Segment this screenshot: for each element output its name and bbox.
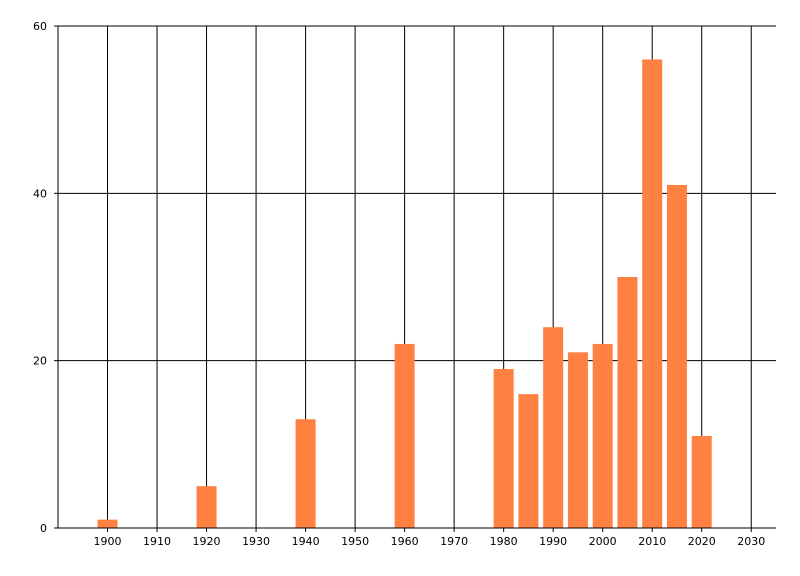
bar-1980 [493, 369, 514, 528]
x-tick-label: 2000 [589, 535, 617, 548]
bar-2000 [592, 343, 613, 528]
x-tick-label: 1920 [193, 535, 221, 548]
x-tick-label: 1940 [292, 535, 320, 548]
y-tick-label: 40 [33, 187, 47, 200]
y-axis-tick-labels: 0 20 40 60 [33, 20, 47, 535]
bar-2005 [617, 277, 638, 528]
bar-series [97, 59, 712, 528]
bar-2010 [642, 59, 663, 528]
x-tick-label: 2030 [737, 535, 765, 548]
bar-1990 [543, 327, 564, 528]
x-tick-label: 2010 [638, 535, 666, 548]
x-tick-label: 1950 [341, 535, 369, 548]
x-tick-label: 2020 [688, 535, 716, 548]
y-tick-label: 60 [33, 20, 47, 33]
x-tick-label: 1900 [94, 535, 122, 548]
x-tick-label: 1910 [143, 535, 171, 548]
x-tick-label: 1970 [440, 535, 468, 548]
bar-2015 [666, 184, 687, 528]
bar-1920 [196, 486, 217, 528]
y-tick-label: 0 [40, 522, 47, 535]
axes [54, 25, 776, 532]
x-tick-label: 1980 [490, 535, 518, 548]
bar-1940 [295, 419, 316, 528]
bar-1960 [394, 343, 415, 528]
x-tick-label: 1930 [242, 535, 270, 548]
bar-1985 [518, 394, 539, 528]
bar-1995 [567, 352, 588, 528]
bar-1900 [97, 519, 118, 528]
bar-2020 [691, 435, 712, 528]
x-axis-tick-labels: 1900 1910 1920 1930 1940 1950 1960 1970 1980 1990… [94, 535, 766, 548]
x-tick-label: 1960 [391, 535, 419, 548]
x-tick-label: 1990 [539, 535, 567, 548]
y-tick-label: 20 [33, 355, 47, 368]
